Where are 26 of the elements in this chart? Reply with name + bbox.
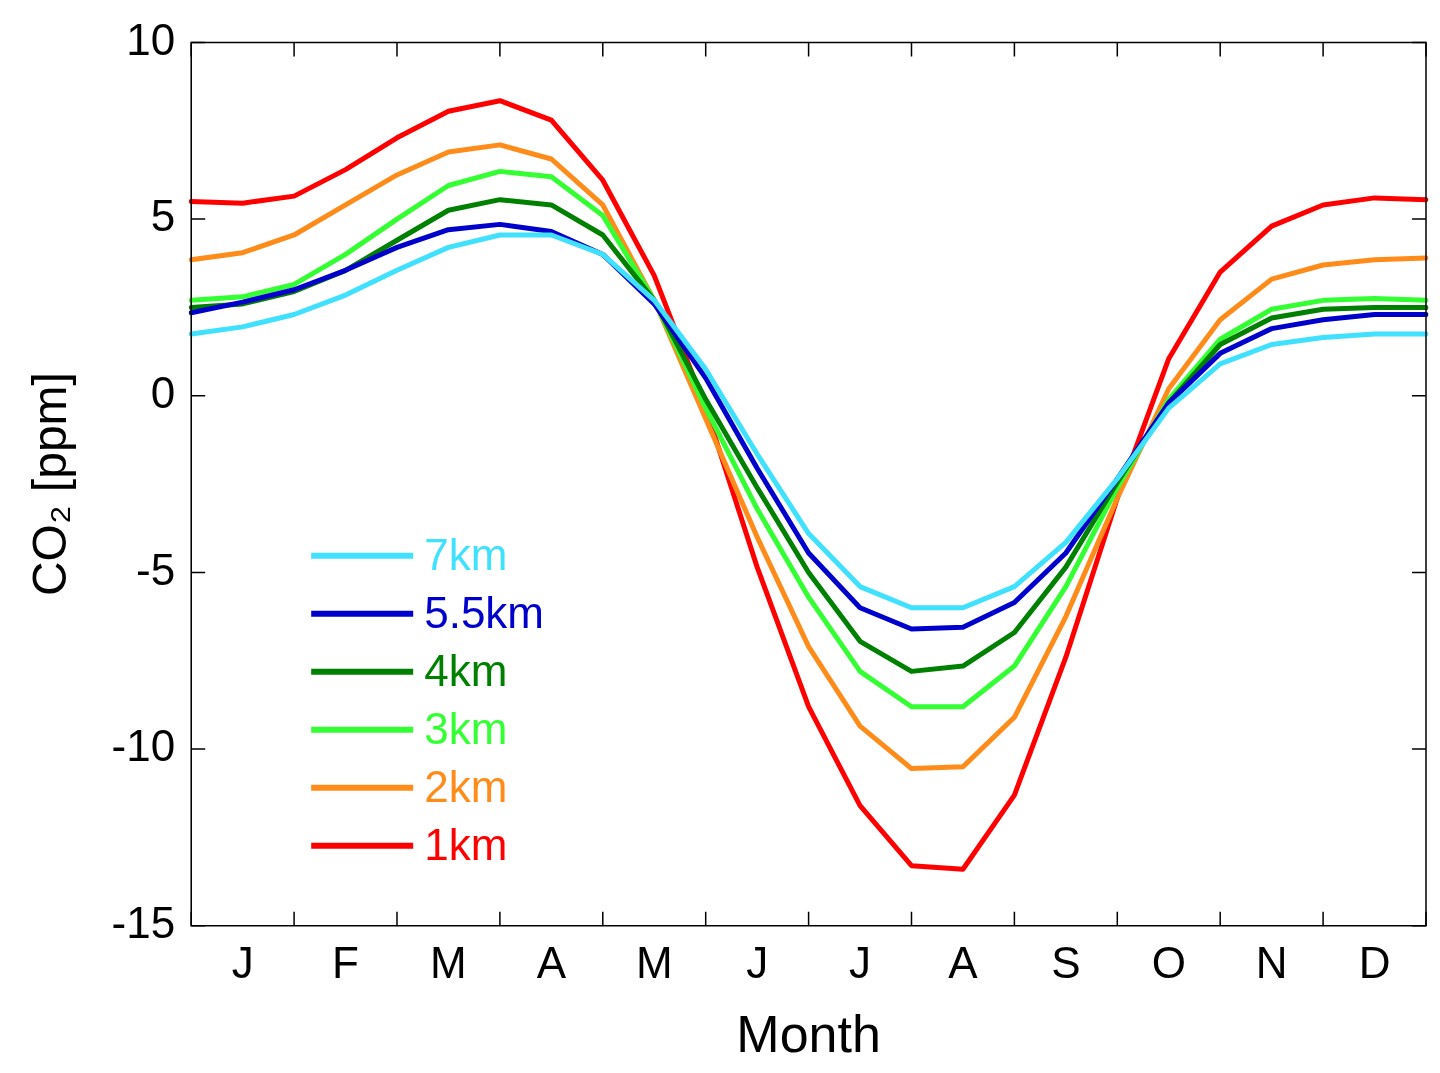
legend-label: 1km — [424, 819, 508, 869]
y-tick-label: 0 — [150, 367, 176, 417]
x-tick-label: O — [1151, 938, 1186, 988]
y-tick-label: -15 — [111, 897, 176, 947]
legend-label: 2km — [424, 761, 508, 811]
y-tick-label: -5 — [136, 544, 176, 594]
x-tick-label: S — [1051, 938, 1081, 988]
legend-label: 5.5km — [424, 587, 545, 637]
y-tick-label: 5 — [150, 191, 176, 241]
y-axis-title: CO₂ [ppm] — [23, 372, 77, 597]
legend-label: 7km — [424, 529, 508, 579]
x-tick-label: F — [332, 938, 359, 988]
y-tick-label: -10 — [111, 721, 176, 771]
x-tick-label: J — [849, 938, 872, 988]
x-tick-label: D — [1358, 938, 1391, 988]
legend-label: 3km — [424, 703, 508, 753]
legend-label: 4km — [424, 645, 508, 695]
x-tick-label: M — [635, 938, 673, 988]
x-axis-title: Month — [736, 1005, 881, 1064]
x-tick-label: M — [430, 938, 467, 988]
y-tick-label: 10 — [126, 14, 176, 64]
x-tick-label: J — [746, 938, 769, 988]
x-tick-label: A — [536, 938, 567, 988]
x-tick-label: A — [948, 938, 979, 988]
x-tick-label: N — [1255, 938, 1288, 988]
x-tick-label: J — [231, 938, 254, 988]
